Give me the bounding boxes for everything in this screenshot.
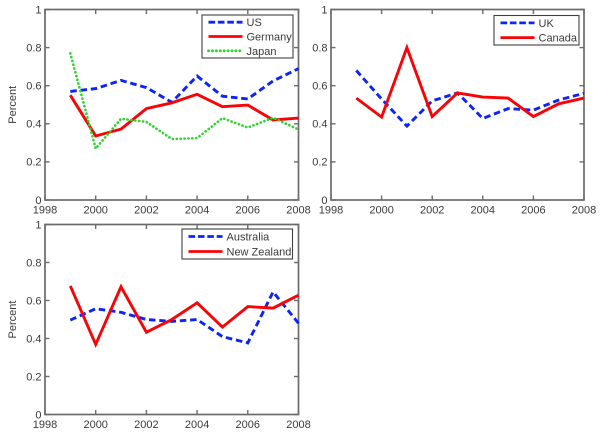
svg-text:Germany: Germany (247, 32, 293, 44)
svg-text:2002: 2002 (134, 205, 158, 217)
svg-text:Percent: Percent (7, 86, 19, 124)
svg-text:0: 0 (321, 195, 327, 207)
svg-text:0.2: 0.2 (312, 157, 327, 169)
svg-text:Japan: Japan (247, 46, 277, 58)
svg-text:0: 0 (35, 409, 41, 421)
svg-text:2002: 2002 (420, 205, 444, 217)
svg-text:0.8: 0.8 (26, 42, 41, 54)
svg-text:1: 1 (35, 4, 41, 16)
svg-text:0.2: 0.2 (26, 371, 41, 383)
svg-text:0.8: 0.8 (26, 257, 41, 269)
svg-text:UK: UK (539, 18, 555, 30)
svg-text:2008: 2008 (286, 419, 310, 431)
svg-text:2000: 2000 (369, 205, 393, 217)
svg-text:Percent: Percent (7, 301, 19, 339)
svg-text:2004: 2004 (185, 419, 209, 431)
svg-text:2000: 2000 (83, 419, 107, 431)
svg-text:1998: 1998 (33, 419, 57, 431)
svg-text:0.4: 0.4 (26, 333, 41, 345)
svg-text:1: 1 (35, 219, 41, 231)
svg-text:Canada: Canada (539, 33, 578, 45)
svg-text:1998: 1998 (33, 205, 57, 217)
svg-text:2006: 2006 (236, 205, 260, 217)
svg-text:2002: 2002 (134, 419, 158, 431)
svg-text:2008: 2008 (286, 205, 310, 217)
svg-text:0.6: 0.6 (26, 81, 41, 93)
svg-text:0.6: 0.6 (312, 81, 327, 93)
svg-text:2004: 2004 (185, 205, 209, 217)
svg-text:2000: 2000 (83, 205, 107, 217)
svg-text:2004: 2004 (471, 205, 495, 217)
svg-text:2006: 2006 (521, 205, 545, 217)
svg-text:0.4: 0.4 (26, 119, 41, 131)
svg-text:0.8: 0.8 (312, 42, 327, 54)
svg-text:1: 1 (321, 4, 327, 16)
svg-text:US: US (247, 17, 262, 29)
svg-text:New Zealand: New Zealand (227, 247, 292, 259)
svg-text:0: 0 (35, 195, 41, 207)
svg-text:2006: 2006 (236, 419, 260, 431)
svg-text:Australia: Australia (227, 232, 271, 244)
svg-text:0.6: 0.6 (26, 295, 41, 307)
svg-text:1998: 1998 (319, 205, 343, 217)
svg-text:0.2: 0.2 (26, 157, 41, 169)
svg-text:2008: 2008 (572, 205, 596, 217)
svg-text:0.4: 0.4 (312, 119, 327, 131)
